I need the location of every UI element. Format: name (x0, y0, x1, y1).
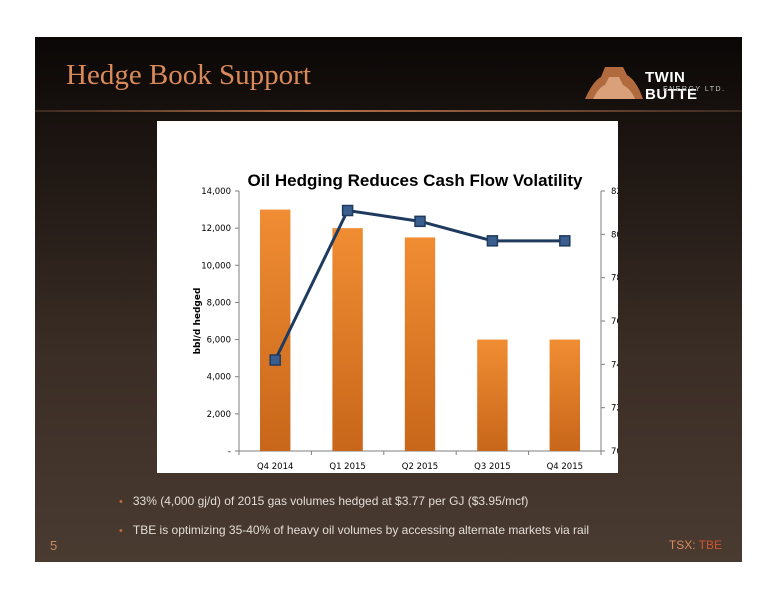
bar-oil-volume (332, 228, 363, 451)
point-average-price (414, 215, 426, 228)
y-axis-label: bbl/d hedged (193, 288, 203, 355)
bullet-2: • TBE is optimizing 35-40% of heavy oil v… (119, 523, 589, 537)
bullet-1: • 33% (4,000 gj/d) of 2015 gas volumes he… (119, 494, 528, 508)
left-tick-label: 2,000 (207, 410, 231, 420)
logo-subtitle: ENERGY LTD. (663, 86, 726, 93)
left-tick-label: 10,000 (201, 261, 231, 271)
x-tick-label: Q4 2015 (547, 462, 583, 472)
x-tick-label: Q1 2015 (329, 462, 365, 472)
bullet-1-text: 33% (4,000 gj/d) of 2015 gas volumes hed… (132, 494, 529, 508)
chart-title: Oil Hedging Reduces Cash Flow Volatility (247, 171, 583, 190)
bar-oil-volume (549, 339, 581, 451)
company-logo: TWIN BUTTE ENERGY LTD. (583, 59, 733, 103)
x-tick-label: Q4 2014 (257, 462, 293, 472)
bar-oil-volume (404, 237, 436, 451)
right-tick-label: 74.00 (611, 360, 618, 370)
page-number: 5 (50, 538, 58, 553)
left-tick-label: 6,000 (207, 336, 231, 346)
x-tick-label: Q3 2015 (474, 462, 510, 472)
point-average-price (341, 204, 354, 217)
bullet-2-text: TBE is optimizing 35-40% of heavy oil vo… (132, 523, 590, 537)
ticker: TSX: TBE (669, 538, 722, 552)
ticker-symbol: TBE (698, 538, 722, 552)
bar-oil-volume (477, 339, 508, 451)
x-tick-label: Q2 2015 (402, 462, 438, 472)
logo-name: TWIN BUTTE (645, 69, 698, 103)
left-tick-label: 12,000 (201, 224, 231, 234)
point-average-price (559, 235, 571, 247)
hedge-chart: Oil Hedging Reduces Cash Flow Volatility… (193, 171, 618, 472)
slide-title: Hedge Book Support (66, 59, 311, 91)
left-tick-label: 14,000 (201, 187, 231, 197)
left-tick-label: 4,000 (207, 373, 231, 383)
slide: Hedge Book Support TWIN BUTTE ENERGY LTD… (35, 37, 742, 562)
bar-oil-volume (259, 209, 291, 451)
right-tick-label: 80.00 (611, 230, 618, 240)
point-average-price (269, 354, 281, 366)
right-tick-label: 78.00 (611, 274, 618, 284)
ticker-prefix: TSX: (668, 538, 699, 552)
bullet-dot-icon: • (119, 496, 123, 508)
title-divider (35, 110, 742, 112)
left-tick-label: - (228, 447, 231, 457)
right-tick-label: 76.00 (611, 317, 618, 327)
point-average-price (486, 235, 499, 247)
butte-logo-icon (585, 67, 643, 99)
chart-panel: Oil Hedging Reduces Cash Flow Volatility… (157, 121, 618, 473)
bullet-dot-icon: • (119, 525, 123, 537)
left-tick-label: 8,000 (207, 298, 231, 308)
right-tick-label: 82.00 (611, 187, 618, 197)
right-tick-label: 72.00 (611, 404, 618, 414)
right-tick-label: 70.00 (611, 447, 618, 457)
